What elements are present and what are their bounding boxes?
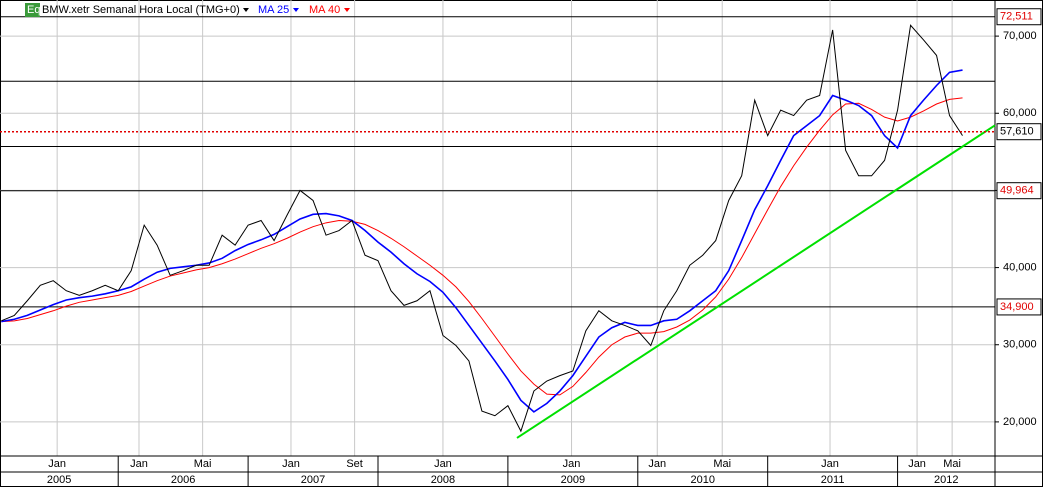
y-tick-label: 20,000 bbox=[1003, 416, 1037, 428]
y-tick-label: 70,000 bbox=[1003, 30, 1037, 42]
x-tick-label: Jan bbox=[908, 458, 926, 470]
x-tick-label: Mai bbox=[943, 458, 961, 470]
x-tick-label: Jan bbox=[434, 458, 452, 470]
year-label: 2006 bbox=[171, 474, 195, 486]
last-price-box bbox=[996, 123, 1042, 141]
year-label: 2009 bbox=[561, 474, 585, 486]
level-label: 34,900 bbox=[1000, 301, 1034, 313]
year-label: 2010 bbox=[690, 474, 714, 486]
y-tick-label: 30,000 bbox=[1003, 339, 1037, 351]
price-line bbox=[1, 24, 963, 433]
year-label: 2005 bbox=[47, 474, 71, 486]
year-label: 2008 bbox=[431, 474, 455, 486]
x-tick-label: Jan bbox=[563, 458, 581, 470]
badge bbox=[25, 3, 40, 17]
level-label-box bbox=[996, 8, 1042, 26]
x-tick-label: Mai bbox=[194, 458, 212, 470]
x-tick-label: Jan bbox=[130, 458, 148, 470]
chart-title[interactable]: BMW.xetr Semanal Hora Local (TMG+0) bbox=[42, 4, 240, 16]
year-label: 2012 bbox=[934, 474, 958, 486]
x-tick-label: Jan bbox=[821, 458, 839, 470]
last-price-label: 57,610 bbox=[1000, 126, 1034, 138]
moving-average bbox=[1, 69, 963, 413]
year-label: 2011 bbox=[821, 474, 845, 486]
badge-text: Eq bbox=[27, 4, 40, 16]
legend-entry[interactable]: MA 25 bbox=[258, 4, 289, 16]
x-tick-label: Jan bbox=[48, 458, 66, 470]
level-label: 49,964 bbox=[1000, 185, 1034, 197]
y-tick-label: 60,000 bbox=[1003, 107, 1037, 119]
y-tick-label: 40,000 bbox=[1003, 261, 1037, 273]
level-label-box bbox=[996, 182, 1042, 200]
year-label: 2007 bbox=[301, 474, 325, 486]
moving-average bbox=[1, 97, 963, 396]
trendline bbox=[516, 124, 996, 439]
dropdown-arrow[interactable] bbox=[344, 8, 350, 12]
x-tick-label: Set bbox=[346, 458, 363, 470]
x-tick-label: Jan bbox=[282, 458, 300, 470]
x-tick-label: Mai bbox=[713, 458, 731, 470]
x-tick-label: Jan bbox=[648, 458, 666, 470]
legend-entry[interactable]: MA 40 bbox=[309, 4, 340, 16]
dropdown-arrow[interactable] bbox=[243, 8, 249, 12]
level-label: 72,511 bbox=[1000, 11, 1033, 23]
level-label-box bbox=[996, 298, 1042, 316]
dropdown-arrow[interactable] bbox=[293, 8, 299, 12]
